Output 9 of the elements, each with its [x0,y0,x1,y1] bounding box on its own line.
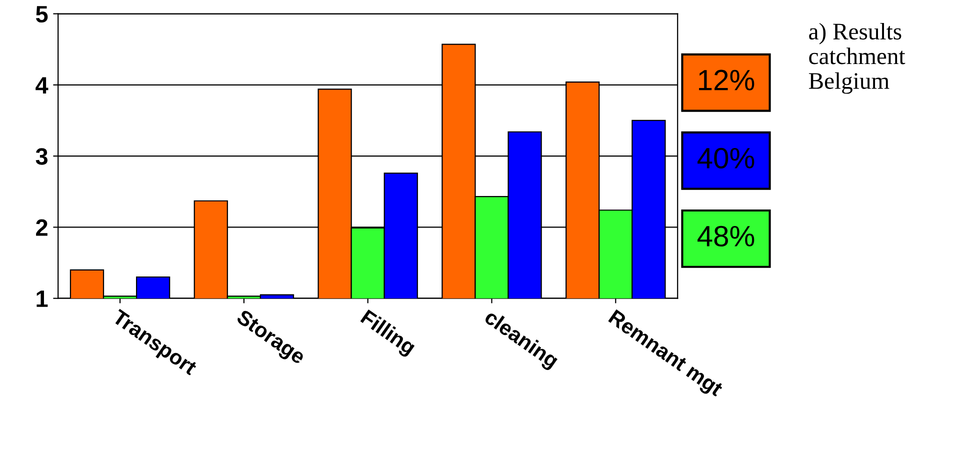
y-tick-label: 5 [36,6,48,23]
text: a) Results catchment Belgium [808,22,906,94]
y-tick-label: 4 [36,77,48,94]
y-tick-label: 1 [36,290,48,307]
text: 12% [699,70,754,90]
y-tick-label: 2 [36,219,48,236]
text: 48% [697,226,754,247]
series-label: 40% [697,148,754,168]
y-tick-label: 3 [36,148,48,165]
